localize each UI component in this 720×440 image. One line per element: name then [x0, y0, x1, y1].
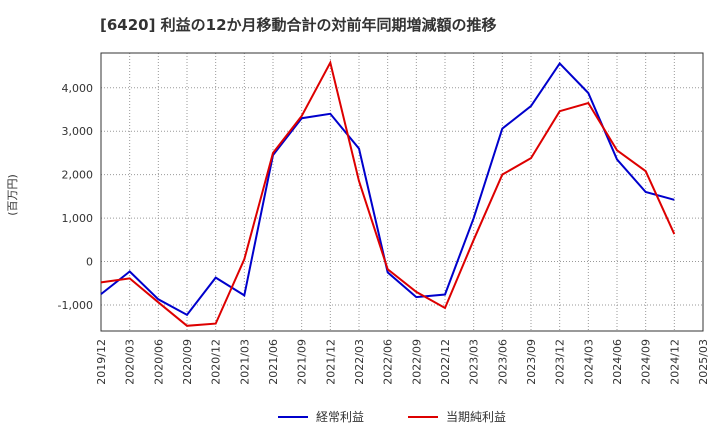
chart-title: [6420] 利益の12か月移動合計の対前年同期増減額の推移 — [100, 16, 497, 34]
x-tick-label: 2023/09 — [525, 339, 538, 385]
x-tick-label: 2022/06 — [382, 339, 395, 385]
plot-background — [101, 53, 703, 331]
x-tick-label: 2019/12 — [95, 339, 108, 385]
y-tick-label: 3,000 — [62, 125, 94, 138]
x-tick-label: 2021/12 — [324, 339, 337, 385]
x-tick-label: 2025/03 — [697, 339, 710, 385]
y-tick-label: 0 — [86, 256, 93, 269]
x-tick-label: 2020/03 — [124, 339, 137, 385]
x-tick-label: 2023/03 — [468, 339, 481, 385]
x-tick-label: 2020/09 — [181, 339, 194, 385]
x-tick-label: 2020/06 — [152, 339, 165, 385]
x-tick-label: 2024/09 — [640, 339, 653, 385]
legend-label: 当期純利益 — [446, 410, 506, 424]
legend-label: 経常利益 — [316, 410, 364, 424]
x-tick-label: 2024/03 — [582, 339, 595, 385]
y-axis-label: (百万円) — [6, 174, 19, 216]
series-line-ordinary-profit — [100, 61, 675, 317]
legend: 経常利益 当期純利益 — [278, 410, 506, 424]
plot-area: -1,000 0 1,000 2,000 3,000 4,000 2019/12 2020/0… — [58, 52, 710, 385]
y-tick-label: -1,000 — [58, 299, 93, 312]
y-tick-label: 4,000 — [62, 82, 94, 95]
plot-border — [100, 52, 704, 332]
x-tick-label: 2022/12 — [439, 339, 452, 385]
x-tick-label: 2022/03 — [353, 339, 366, 385]
y-tick-label: 1,000 — [62, 212, 94, 225]
y-tick-label: 2,000 — [62, 169, 94, 182]
x-tick-label: 2024/12 — [668, 339, 681, 385]
x-tick-label: 2020/12 — [210, 339, 223, 385]
series-line-net-income — [100, 59, 676, 327]
x-tick-label: 2024/06 — [611, 339, 624, 385]
x-tick-label: 2021/03 — [238, 339, 251, 385]
x-tick-label: 2023/12 — [554, 339, 567, 385]
x-tick-label: 2023/06 — [496, 339, 509, 385]
x-tick-label: 2022/09 — [410, 339, 423, 385]
x-tick-label: 2021/09 — [296, 339, 309, 385]
x-tick-label: 2021/06 — [267, 339, 280, 385]
